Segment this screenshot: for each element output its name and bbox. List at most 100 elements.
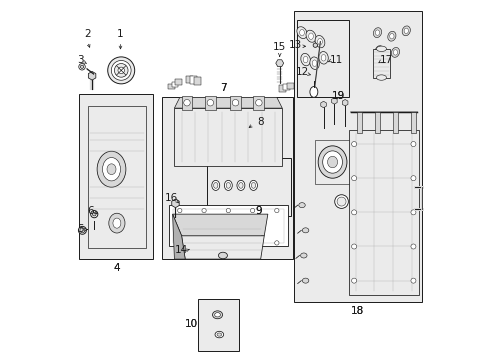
Text: 16: 16 bbox=[164, 193, 178, 203]
Ellipse shape bbox=[107, 164, 116, 175]
Bar bbox=[172, 209, 284, 243]
Ellipse shape bbox=[80, 228, 85, 233]
Ellipse shape bbox=[78, 226, 86, 234]
Ellipse shape bbox=[118, 67, 124, 73]
Ellipse shape bbox=[207, 99, 213, 106]
Polygon shape bbox=[331, 98, 336, 104]
Bar bbox=[175, 79, 182, 85]
Bar bbox=[185, 76, 192, 83]
Ellipse shape bbox=[300, 53, 310, 66]
Bar bbox=[171, 81, 178, 87]
Ellipse shape bbox=[296, 27, 306, 39]
Ellipse shape bbox=[92, 212, 96, 216]
Ellipse shape bbox=[334, 195, 347, 208]
Bar bbox=[162, 97, 292, 259]
Text: 17: 17 bbox=[379, 55, 392, 64]
Ellipse shape bbox=[303, 57, 307, 63]
Ellipse shape bbox=[376, 48, 381, 53]
Bar bbox=[279, 85, 285, 91]
Ellipse shape bbox=[403, 28, 407, 33]
Bar bbox=[296, 20, 348, 97]
Ellipse shape bbox=[113, 218, 121, 228]
Text: 19: 19 bbox=[331, 90, 344, 100]
Bar bbox=[189, 76, 197, 84]
Ellipse shape bbox=[232, 99, 238, 106]
Ellipse shape bbox=[376, 75, 386, 80]
Text: 3: 3 bbox=[77, 55, 84, 64]
Ellipse shape bbox=[321, 55, 325, 61]
Ellipse shape bbox=[309, 86, 317, 97]
Bar bbox=[181, 95, 192, 110]
Text: 9: 9 bbox=[255, 206, 262, 216]
Polygon shape bbox=[320, 101, 325, 108]
Bar bbox=[293, 11, 422, 302]
Bar bbox=[287, 83, 294, 89]
Ellipse shape bbox=[237, 180, 244, 190]
Bar bbox=[253, 95, 264, 110]
Polygon shape bbox=[275, 60, 283, 67]
Ellipse shape bbox=[390, 48, 399, 57]
Ellipse shape bbox=[226, 208, 230, 213]
Ellipse shape bbox=[177, 241, 182, 245]
Bar bbox=[197, 298, 239, 351]
Ellipse shape bbox=[177, 208, 182, 213]
Ellipse shape bbox=[327, 156, 337, 168]
Ellipse shape bbox=[410, 244, 415, 249]
Ellipse shape bbox=[214, 312, 220, 317]
Polygon shape bbox=[172, 214, 185, 259]
Bar bbox=[348, 130, 418, 295]
Text: 4: 4 bbox=[113, 263, 120, 273]
Ellipse shape bbox=[107, 57, 134, 84]
Ellipse shape bbox=[224, 180, 232, 190]
Ellipse shape bbox=[183, 99, 190, 106]
Text: 7: 7 bbox=[219, 84, 226, 93]
Ellipse shape bbox=[79, 63, 85, 70]
Polygon shape bbox=[342, 99, 347, 106]
Ellipse shape bbox=[309, 57, 319, 69]
Bar bbox=[410, 112, 415, 133]
Ellipse shape bbox=[250, 208, 254, 213]
Ellipse shape bbox=[376, 46, 386, 51]
Text: 2: 2 bbox=[84, 30, 91, 40]
Bar bbox=[174, 108, 282, 166]
Bar bbox=[372, 49, 389, 77]
Ellipse shape bbox=[302, 228, 308, 233]
Text: 15: 15 bbox=[272, 42, 286, 52]
Ellipse shape bbox=[410, 278, 415, 283]
Ellipse shape bbox=[322, 151, 342, 173]
Ellipse shape bbox=[238, 183, 243, 188]
Bar bbox=[167, 84, 174, 89]
Ellipse shape bbox=[302, 278, 308, 283]
Ellipse shape bbox=[251, 183, 255, 188]
Ellipse shape bbox=[274, 208, 279, 213]
Ellipse shape bbox=[410, 141, 415, 147]
Ellipse shape bbox=[351, 176, 356, 181]
Ellipse shape bbox=[318, 146, 346, 178]
Ellipse shape bbox=[401, 26, 409, 36]
Ellipse shape bbox=[305, 30, 315, 42]
Bar bbox=[169, 205, 287, 247]
Polygon shape bbox=[88, 71, 96, 80]
Ellipse shape bbox=[250, 241, 254, 245]
Bar bbox=[283, 84, 290, 90]
Text: 9: 9 bbox=[255, 206, 262, 216]
Ellipse shape bbox=[410, 210, 415, 215]
Ellipse shape bbox=[374, 46, 383, 55]
Ellipse shape bbox=[375, 30, 379, 35]
Ellipse shape bbox=[114, 63, 128, 77]
Text: 1: 1 bbox=[117, 30, 123, 40]
Text: 4: 4 bbox=[113, 263, 120, 273]
Ellipse shape bbox=[373, 28, 381, 37]
Ellipse shape bbox=[351, 210, 356, 215]
Bar bbox=[230, 95, 241, 110]
Text: 14: 14 bbox=[175, 245, 188, 255]
Ellipse shape bbox=[217, 333, 221, 336]
Polygon shape bbox=[174, 97, 282, 108]
Polygon shape bbox=[172, 214, 267, 236]
Ellipse shape bbox=[202, 208, 206, 213]
Ellipse shape bbox=[274, 241, 279, 245]
Ellipse shape bbox=[389, 33, 393, 39]
Text: 7: 7 bbox=[219, 84, 226, 93]
Ellipse shape bbox=[226, 183, 230, 188]
Ellipse shape bbox=[215, 331, 223, 338]
